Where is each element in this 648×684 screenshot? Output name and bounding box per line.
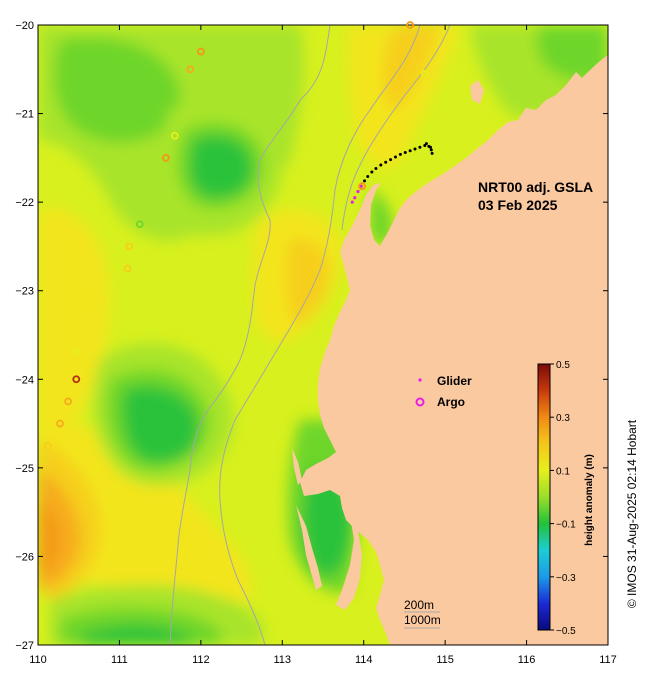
glider-track-point bbox=[430, 151, 434, 155]
anomaly-region-orange-mid bbox=[285, 239, 330, 325]
barrow-island bbox=[470, 80, 484, 104]
colorbar-tick-label: 0.1 bbox=[556, 466, 570, 477]
glider-track-point bbox=[363, 179, 367, 183]
argo-float-marker bbox=[135, 220, 144, 229]
argo-float-marker bbox=[72, 347, 81, 355]
argo-float-marker bbox=[161, 153, 170, 162]
glider-track-point bbox=[379, 163, 383, 167]
glider-track-point bbox=[356, 189, 360, 194]
colorbar-fill bbox=[537, 363, 551, 631]
x-tick-label: 114 bbox=[355, 654, 373, 666]
y-tick-label: −26 bbox=[15, 551, 34, 563]
argo-float-marker bbox=[420, 69, 429, 78]
y-tick-label: −20 bbox=[15, 20, 34, 32]
glider-track-point bbox=[389, 158, 393, 162]
glider-track-point bbox=[398, 152, 402, 156]
colorbar-ticks: 0.5 0.3 0.1 −0.1 −0.3 −0.5 bbox=[550, 360, 576, 637]
x-tick-label: 112 bbox=[192, 654, 210, 666]
glider-track-point bbox=[374, 166, 378, 170]
colorbar-tick-label: 0.5 bbox=[556, 360, 570, 371]
glider-track-point bbox=[350, 200, 354, 204]
argo-float-marker bbox=[186, 65, 195, 74]
shark-bay-peninsula bbox=[336, 452, 362, 610]
anomaly-region-green-eddy-north-inner bbox=[190, 136, 253, 198]
argo-float-marker bbox=[72, 375, 81, 384]
anomaly-contours bbox=[38, 25, 608, 645]
glider-track-point bbox=[353, 196, 357, 200]
glider-legend-label: Glider bbox=[437, 374, 472, 388]
argo-float-marker bbox=[406, 21, 415, 29]
map-title-line2: 03 Feb 2025 bbox=[478, 197, 558, 213]
dirk-hartog-island bbox=[296, 505, 322, 590]
anomaly-region-green-eddy-south-core bbox=[122, 386, 199, 463]
glider-track-point bbox=[428, 145, 432, 149]
anomaly-region-green-northeast-mid bbox=[536, 25, 608, 81]
bathymetry-contours bbox=[169, 25, 451, 645]
depth-label-200m: 200m bbox=[404, 598, 434, 612]
glider-track-point bbox=[370, 170, 374, 174]
credit-text: © IMOS 31-Aug-2025 02:14 Hobart bbox=[625, 419, 639, 608]
argo-float-marker bbox=[64, 397, 73, 406]
isobath-1000m bbox=[219, 25, 421, 645]
anomaly-region-green-nw-mid bbox=[54, 37, 181, 143]
x-tick-label: 116 bbox=[518, 654, 536, 666]
glider-track-point bbox=[429, 148, 433, 152]
map-legend: Glider Argo bbox=[415, 374, 472, 409]
axis-ticks: 110 111 112 113 114 115 116 117 −20 −21 −22 −23 −24 −… bbox=[15, 20, 616, 666]
glider-track-point bbox=[424, 142, 428, 146]
y-tick-label: −23 bbox=[15, 286, 34, 298]
colorbar: 0.5 0.3 0.1 −0.1 −0.3 −0.5 height anomaly (m) bbox=[537, 360, 595, 637]
depth-label-1000m: 1000m bbox=[404, 613, 441, 627]
y-tick-label: −24 bbox=[15, 374, 34, 386]
glider-track-point bbox=[418, 145, 422, 149]
argo-float-marker bbox=[196, 47, 205, 56]
glider-track-point bbox=[359, 184, 363, 188]
map-plot-area bbox=[38, 25, 608, 645]
x-tick-label: 117 bbox=[599, 654, 617, 666]
x-tick-label: 111 bbox=[111, 654, 128, 666]
y-tick-label: −25 bbox=[15, 463, 34, 475]
colorbar-tick-label: −0.5 bbox=[556, 626, 576, 637]
argo-float-marker bbox=[56, 419, 64, 428]
plot-frame bbox=[37, 24, 609, 646]
argo-float-marker bbox=[123, 264, 132, 273]
argo-float-marker bbox=[358, 182, 366, 191]
glider-track-point bbox=[408, 149, 412, 153]
glider-track-point bbox=[366, 174, 370, 178]
x-tick-label: 115 bbox=[436, 654, 454, 666]
anomaly-region-green-south-core bbox=[80, 624, 195, 645]
argo-floats bbox=[43, 21, 429, 450]
y-tick-label: −21 bbox=[15, 109, 34, 121]
anomaly-region-orange-sw-inner bbox=[38, 500, 59, 575]
anomaly-region-yellow-west bbox=[38, 208, 110, 444]
anomaly-region-green-gulf bbox=[370, 190, 393, 246]
glider-track-point bbox=[413, 147, 417, 151]
argo-legend-marker bbox=[415, 397, 425, 407]
map-title-line1: NRT00 adj. GSLA bbox=[478, 179, 593, 195]
argo-float-marker bbox=[43, 441, 52, 450]
depth-legend: 200m 1000m bbox=[404, 598, 441, 629]
anomaly-region-orange-north bbox=[383, 25, 440, 110]
colorbar-label: height anomaly (m) bbox=[584, 454, 595, 546]
glider-track-point bbox=[403, 151, 407, 155]
glider-track bbox=[350, 142, 434, 204]
glider-legend-marker bbox=[418, 378, 422, 382]
australia-landmass bbox=[300, 55, 608, 645]
x-tick-label: 113 bbox=[274, 654, 292, 666]
glider-track-point bbox=[384, 160, 388, 164]
argo-legend-label: Argo bbox=[437, 395, 465, 409]
argo-float-marker bbox=[170, 131, 179, 140]
x-tick-label: 110 bbox=[29, 654, 47, 666]
isobath-200m bbox=[169, 25, 331, 645]
colorbar-tick-label: 0.3 bbox=[556, 413, 570, 424]
argo-float-marker bbox=[125, 242, 134, 251]
isobath-200m-inner bbox=[341, 25, 451, 231]
glider-track-point bbox=[393, 155, 397, 159]
colorbar-tick-label: −0.1 bbox=[556, 520, 576, 531]
y-tick-label: −27 bbox=[15, 640, 34, 652]
bernier-island bbox=[292, 448, 302, 485]
colorbar-tick-label: −0.3 bbox=[556, 573, 576, 584]
y-tick-label: −22 bbox=[15, 197, 34, 209]
